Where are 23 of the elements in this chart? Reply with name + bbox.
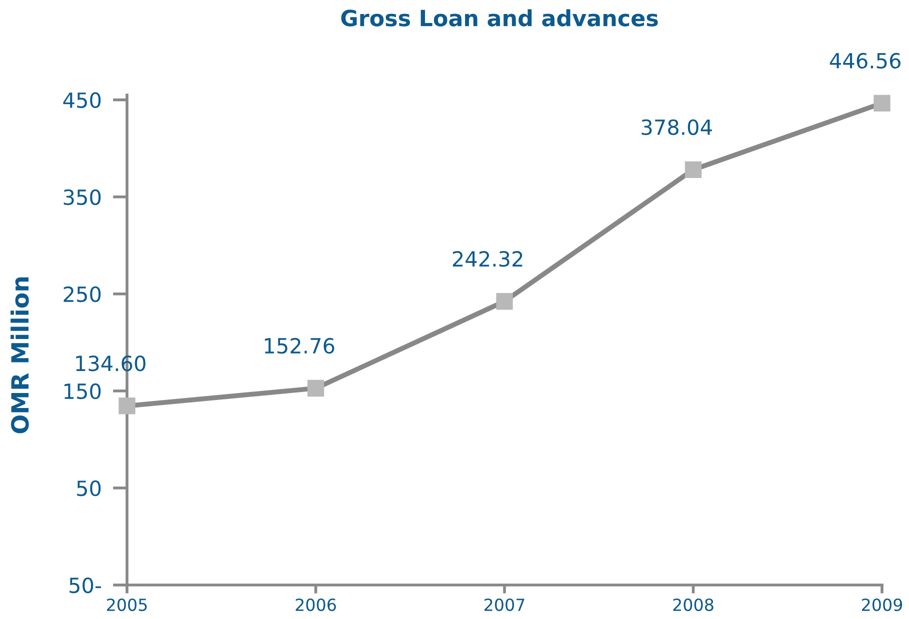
data-label: 242.32 [452,251,522,267]
y-tick-label: 450 [63,92,101,108]
y-tick-label: 50- [70,577,101,594]
y-tick-label: 150 [64,383,101,400]
x-tick-label: 2005 [107,598,147,612]
point [496,293,513,310]
y-tick-label: 350 [64,189,101,206]
y-tick-label: 250 [64,286,101,302]
x-tick-label: 2007 [484,598,524,612]
data-label: 378.04 [642,119,712,136]
x-tick-label: 2006 [296,598,336,612]
x-tick-label: 2008 [673,598,714,612]
point [118,398,136,414]
data-label: 134.60 [76,356,146,372]
point [684,161,702,178]
chart-title: Gross Loan and advances [341,9,658,26]
point [874,94,890,112]
data-label: 152.76 [264,338,334,354]
x-tick-label: 2009 [862,598,902,612]
y-axis-title: OMR Million [10,277,29,434]
y-tick-label: 50 [77,480,101,496]
point [307,380,324,397]
data-label: 446.56 [830,52,900,69]
